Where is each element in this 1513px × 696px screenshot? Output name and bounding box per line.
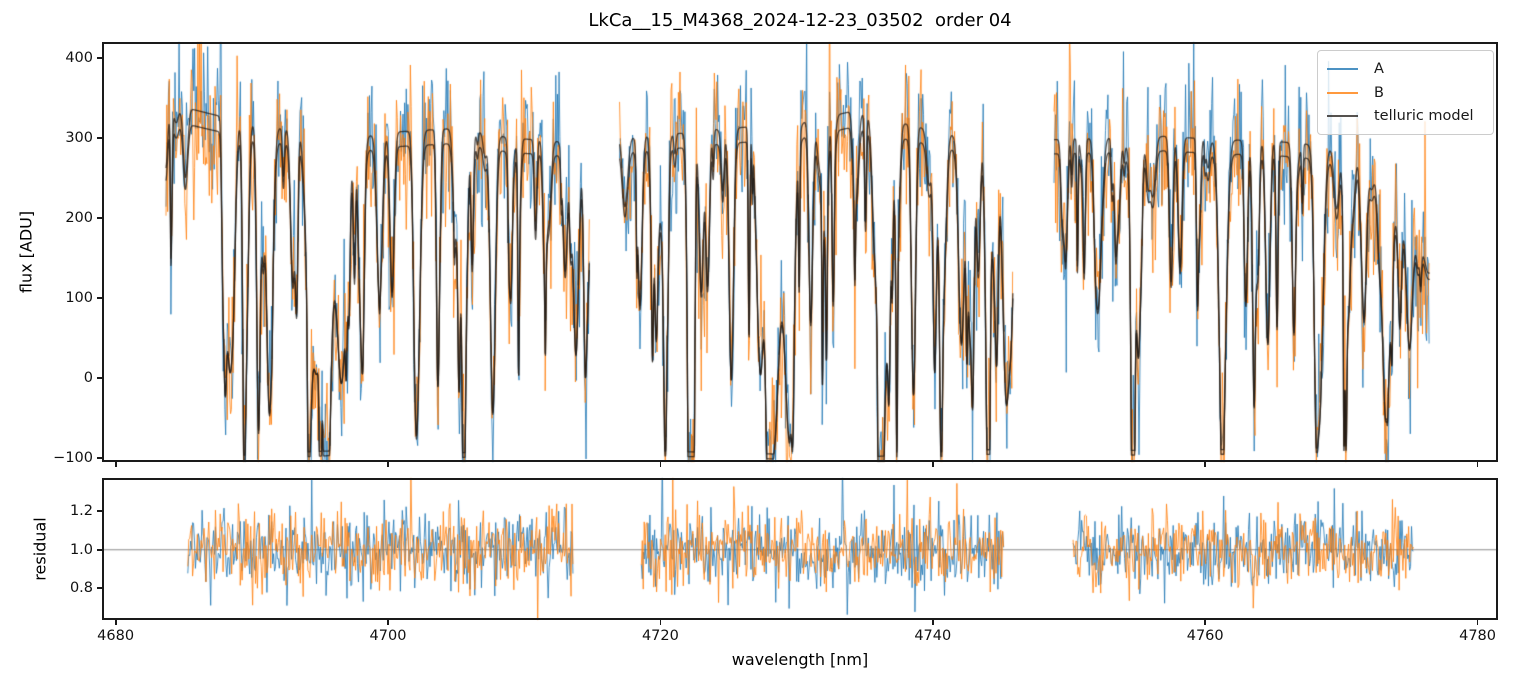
y-tick: [97, 587, 102, 590]
legend-label: telluric model: [1374, 108, 1474, 124]
y-tick: [97, 457, 102, 459]
legend-line-swatch-a: [1327, 68, 1358, 70]
x-tick: [1204, 620, 1207, 625]
x-tick-label: 4760: [1186, 628, 1224, 644]
legend-label: A: [1374, 61, 1384, 77]
x-tick-label: 4680: [97, 628, 135, 644]
y-tick-label: 100: [65, 290, 93, 306]
y-tick-label: 400: [65, 50, 93, 66]
y-tick: [97, 57, 102, 59]
x-tick: [387, 620, 389, 625]
x-tick: [114, 620, 117, 625]
y-tick: [97, 377, 102, 379]
x-tick: [1476, 620, 1479, 625]
legend-item-telluric-model: telluric model: [1327, 105, 1484, 127]
y-tick: [97, 297, 102, 299]
x-axis-label: wavelength [nm]: [731, 650, 869, 669]
x-tick-label: 4740: [914, 628, 952, 644]
x-tick: [1476, 462, 1479, 467]
chart-title: LkCa__15_M4368_2024-12-23_03502 order 04: [588, 10, 1012, 31]
legend-line-swatch-b: [1327, 91, 1358, 94]
legend: A B telluric model: [1317, 50, 1494, 135]
y-tick-label: 1.2: [69, 503, 93, 520]
y-tick-label: 0: [83, 370, 93, 386]
x-tick: [931, 462, 934, 467]
x-tick-label: 4780: [1459, 628, 1497, 644]
legend-item-a: A: [1327, 58, 1484, 80]
x-tick: [659, 620, 662, 625]
y-tick-label: 300: [65, 130, 93, 146]
x-tick-label: 4720: [641, 628, 679, 644]
y-tick-label: 1.0: [69, 541, 93, 558]
x-tick: [387, 462, 389, 467]
x-tick: [931, 620, 934, 625]
x-tick-label: 4700: [369, 628, 407, 644]
y-tick-label: 200: [65, 210, 93, 226]
x-tick: [1204, 462, 1207, 467]
y-tick: [97, 510, 102, 513]
legend-item-b: B: [1327, 82, 1484, 104]
y-tick: [97, 217, 102, 219]
y-tick-label: −100: [53, 450, 93, 466]
y-tick-label: 0.8: [69, 580, 93, 597]
legend-line-swatch-telluric-model: [1327, 115, 1358, 117]
x-tick: [114, 462, 117, 467]
x-tick: [659, 462, 662, 467]
y-tick: [97, 137, 102, 139]
legend-label: B: [1374, 84, 1384, 101]
y-tick: [97, 548, 102, 551]
